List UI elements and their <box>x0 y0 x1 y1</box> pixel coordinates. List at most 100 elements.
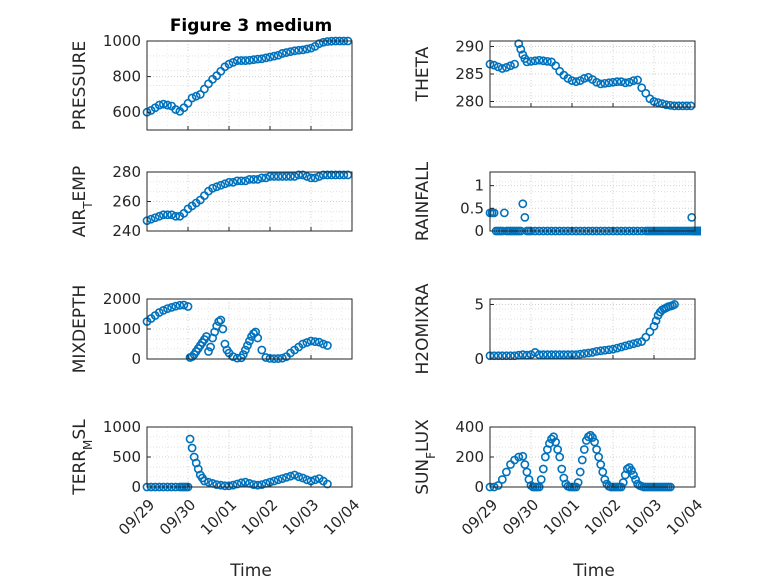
data-point <box>538 56 548 66</box>
y-tick-label: 260 <box>112 193 141 211</box>
subplot-2: 280 285 290 THETA <box>413 38 696 111</box>
data-point <box>536 475 546 484</box>
y-tick-label: 1000 <box>103 418 141 436</box>
data-point <box>588 433 597 442</box>
data-point <box>501 467 511 477</box>
data-point <box>698 227 701 235</box>
data-point <box>220 481 230 491</box>
data-point <box>269 51 279 61</box>
x-tick-label: 10/03 <box>622 496 665 539</box>
data-point <box>286 47 295 57</box>
data-point <box>604 78 614 88</box>
data-point <box>549 432 558 442</box>
data-point <box>294 170 304 180</box>
data-point <box>551 61 560 71</box>
data-point <box>269 172 279 181</box>
data-point <box>702 227 709 234</box>
data-point <box>543 350 552 360</box>
data-series <box>142 170 353 226</box>
data-point <box>622 464 632 474</box>
data-point <box>633 338 642 348</box>
data-point <box>163 210 172 220</box>
data-point <box>212 480 222 489</box>
data-point <box>269 476 279 486</box>
data-point <box>281 172 291 181</box>
data-point <box>232 176 242 186</box>
data-point <box>294 472 304 482</box>
data-point <box>204 347 213 356</box>
data-point <box>616 77 626 87</box>
y-tick-label: 240 <box>112 222 141 240</box>
data-point <box>625 340 634 350</box>
data-point <box>520 212 530 222</box>
data-point <box>563 350 573 360</box>
data-point <box>516 44 526 54</box>
y-axis-label: PRESSURE <box>70 41 90 130</box>
data-point <box>243 341 252 350</box>
data-point <box>306 173 316 183</box>
data-point <box>522 57 532 67</box>
data-point <box>653 98 663 107</box>
data-point <box>318 170 328 180</box>
data-point <box>322 37 332 46</box>
data-point <box>306 336 316 346</box>
y-tick-label: 0 <box>474 222 484 240</box>
data-point <box>592 445 601 454</box>
data-point <box>699 227 701 235</box>
data-point <box>551 437 560 447</box>
data-point <box>167 302 176 312</box>
data-point <box>179 300 189 310</box>
data-point <box>629 339 638 349</box>
data-point <box>265 353 275 363</box>
x-tick-label: 09/29 <box>458 496 501 539</box>
data-point <box>206 342 215 352</box>
data-point <box>594 452 604 462</box>
data-point <box>534 55 544 65</box>
data-point <box>559 350 569 360</box>
data-point <box>236 56 246 65</box>
data-point <box>596 346 606 356</box>
y-tick-label: 200 <box>455 448 484 466</box>
data-point <box>641 88 651 98</box>
data-point <box>290 46 299 56</box>
data-point <box>302 338 312 347</box>
subplot-1: 600 800 1000 PRESSURE <box>70 32 353 131</box>
data-point <box>584 432 593 442</box>
data-point <box>598 467 608 477</box>
data-point <box>185 434 195 444</box>
x-axis-label-left: Time <box>229 561 272 581</box>
y-tick-label: 2000 <box>103 290 141 308</box>
data-point <box>649 321 659 331</box>
data-point <box>596 79 606 89</box>
data-point <box>171 301 181 311</box>
data-point <box>298 473 308 483</box>
y-tick-label: 600 <box>112 103 141 121</box>
data-point <box>306 43 316 53</box>
data-point <box>573 478 583 487</box>
data-point <box>493 481 503 490</box>
data-point <box>154 100 164 110</box>
data-point <box>257 345 267 355</box>
data-point <box>497 64 507 73</box>
data-point <box>551 350 560 360</box>
data-point <box>273 50 283 60</box>
data-point <box>518 199 528 209</box>
data-point <box>298 339 308 349</box>
x-tick-label: 09/30 <box>156 496 199 539</box>
data-point <box>240 345 250 355</box>
data-point <box>575 467 585 477</box>
data-point <box>204 477 213 487</box>
data-point <box>620 78 630 88</box>
data-point <box>294 45 304 55</box>
data-point <box>245 336 254 346</box>
data-point <box>163 304 172 313</box>
data-point <box>265 172 275 181</box>
data-point <box>310 337 320 346</box>
x-tick-label: 10/01 <box>540 496 583 539</box>
data-point <box>224 59 234 69</box>
data-point <box>579 74 589 83</box>
data-point <box>240 56 250 65</box>
data-point <box>670 101 679 111</box>
